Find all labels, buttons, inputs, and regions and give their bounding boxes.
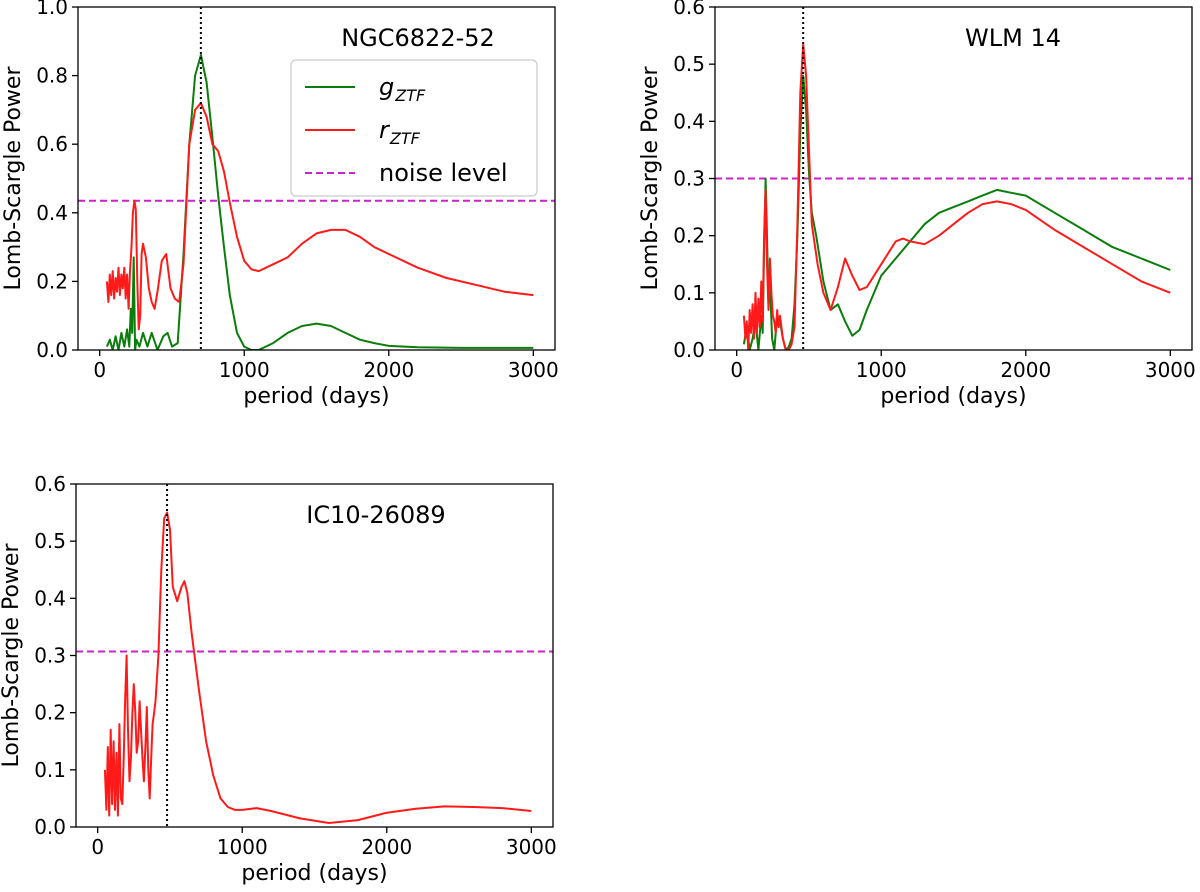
y-tick-label: 0.8	[36, 64, 68, 88]
x-axis-label: period (days)	[241, 861, 387, 886]
x-tick-label: 0	[91, 835, 104, 859]
x-axis-label: period (days)	[880, 384, 1026, 409]
y-tick-label: 0.6	[673, 0, 705, 19]
x-tick-label: 3000	[1145, 358, 1196, 382]
x-tick-label: 0	[93, 358, 106, 382]
x-tick-label: 1000	[219, 358, 270, 382]
x-tick-label: 2000	[1000, 358, 1051, 382]
y-axis-label: Lomb-Scargle Power	[1, 66, 26, 291]
y-tick-label: 0.0	[36, 338, 68, 362]
y-tick-label: 0.6	[34, 472, 66, 496]
legend-label-g: gZTF	[379, 73, 426, 105]
y-axis-label: Lomb-Scargle Power	[0, 543, 24, 768]
panel-title: IC10-26089	[306, 501, 445, 529]
x-tick-label: 0	[730, 358, 743, 382]
panel-wlm14: 0 1000 2000 3000 0.0 0.1 0.2 0.3 0.4 0.5 0.6 period…	[638, 0, 1196, 409]
y-tick-label: 0.1	[673, 281, 705, 305]
y-tick-label: 0.2	[34, 701, 66, 725]
y-tick-label: 0.4	[36, 201, 68, 225]
panel-title: WLM 14	[965, 24, 1061, 52]
panel-title: NGC6822-52	[341, 24, 495, 52]
y-tick-label: 0.3	[34, 644, 66, 668]
x-tick-label: 3000	[506, 835, 557, 859]
y-tick-label: 0.4	[673, 109, 705, 133]
y-axis-label: Lomb-Scargle Power	[638, 66, 663, 291]
y-tick-label: 0.3	[673, 167, 705, 191]
series-r-line	[105, 102, 534, 331]
y-tick-label: 0.2	[36, 269, 68, 293]
legend: gZTF rZTF noise level	[290, 59, 538, 197]
y-tick-label: 1.0	[36, 0, 68, 19]
y-tick-label: 0.0	[673, 338, 705, 362]
panel-ngc6822: 0 1000 2000 3000 0.0 0.2 0.4 0.6 0.8 1.0 period (d…	[1, 0, 559, 409]
legend-box	[290, 59, 538, 197]
series-r-line	[103, 511, 532, 824]
y-tick-label: 0.4	[34, 586, 66, 610]
y-tick-label: 0.0	[34, 815, 66, 839]
series-r-line	[742, 43, 1171, 350]
panel-ic10: 0 1000 2000 3000 0.0 0.1 0.2 0.3 0.4 0.5 0.6 period…	[0, 472, 557, 886]
y-tick-label: 0.1	[34, 758, 66, 782]
y-tick-label: 0.5	[34, 529, 66, 553]
y-tick-label: 0.5	[673, 52, 705, 76]
plot-frame	[77, 6, 556, 351]
x-tick-label: 2000	[363, 358, 414, 382]
x-axis-label: period (days)	[243, 384, 389, 409]
plot-frame	[75, 483, 554, 828]
x-tick-label: 1000	[856, 358, 907, 382]
x-tick-label: 3000	[508, 358, 559, 382]
x-tick-label: 2000	[361, 835, 412, 859]
x-tick-label: 1000	[217, 835, 268, 859]
y-tick-label: 0.6	[36, 132, 68, 156]
legend-label-noise: noise level	[379, 159, 508, 187]
legend-label-r: rZTF	[379, 116, 421, 148]
y-tick-label: 0.2	[673, 224, 705, 248]
